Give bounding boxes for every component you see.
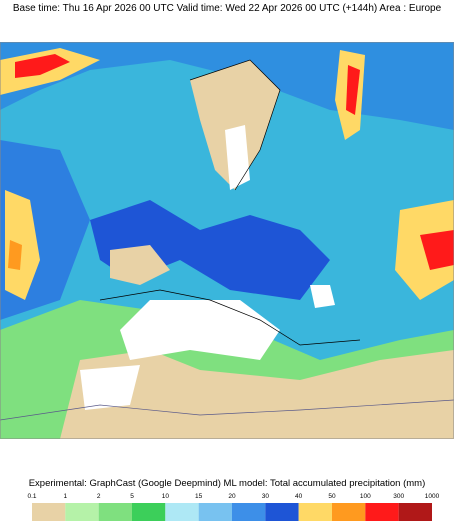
no-precip [120,300,280,360]
legend-tick-label: 10 [162,493,170,500]
legend-tick-label: 40 [295,493,303,500]
precip-zone [8,240,22,270]
legend-color-box [365,503,399,521]
legend-tick-label: 1000 [425,493,440,500]
land [110,245,170,285]
legend-color-box [132,503,166,521]
land [190,60,280,190]
colorbar: 0.1 1 2 5 10 15 20 30 40 50 100 300 1000 [27,493,440,521]
precip-zone [90,200,330,300]
legend-color-box [165,503,199,521]
legend-tick-label: 20 [228,493,236,500]
precip-zone [0,48,100,95]
legend-color-box [98,503,132,521]
legend-color-box [398,503,432,521]
coastline [99,289,361,346]
legend-tick-label: 30 [262,493,270,500]
precip-zone [5,190,40,300]
precip-zone [346,65,360,115]
legend-tick-label: 15 [195,493,203,500]
no-precip [310,285,335,308]
legend-title: Experimental: GraphCast (Google Deepmind… [28,478,426,489]
map [0,42,454,439]
legend-color-box [298,503,332,521]
legend-tick-label: 100 [360,493,371,500]
coastline [0,399,454,421]
land [60,350,454,439]
legend-tick-label: 2 [97,493,101,500]
legend-tick-label: 50 [328,493,336,500]
no-precip [225,125,250,190]
legend-color-box [32,503,66,521]
precip-zone [420,230,454,270]
coastline [189,59,281,191]
legend-tick-label: 5 [130,493,134,500]
legend-tick-label: 1 [64,493,68,500]
legend-color-box [265,503,299,521]
no-precip [80,365,140,410]
legend-color-box [65,503,99,521]
legend-tick-label: 300 [393,493,404,500]
legend-color-box [332,503,366,521]
header-title: Base time: Thu 16 Apr 2026 00 UTC Valid … [12,3,442,14]
legend-color-box [232,503,266,521]
legend-tick-label: 0.1 [27,493,36,500]
legend-color-box [198,503,232,521]
precip-zone [15,54,70,78]
